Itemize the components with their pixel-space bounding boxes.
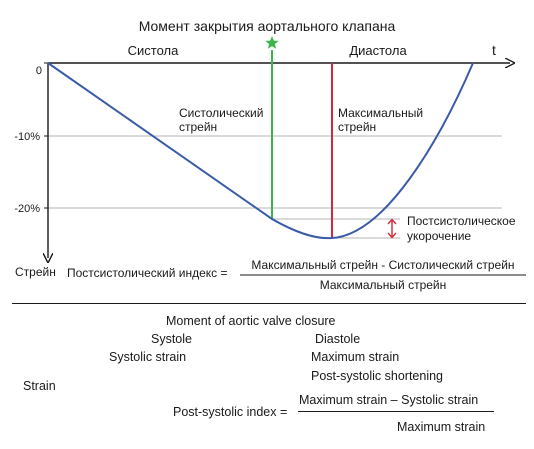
en-formula-fraction-bar [298,411,494,412]
en-title: Moment of aortic valve closure [166,314,336,328]
systole-label: Систола [128,43,179,58]
en-maximum-strain: Maximum strain [311,350,400,364]
post-systolic-index-label: Постсистолический индекс = [67,266,228,280]
star-icon [265,36,279,49]
tick-label-minus-10: -10% [14,131,40,143]
strain-diagram: Момент закрытия аортального клапана Сист… [14,18,526,292]
en-systole: Systole [151,332,192,346]
systolic-strain-label: Систолический стрейн [179,106,267,134]
en-strain: Strain [23,379,56,393]
en-index-label: Post-systolic index = [173,405,288,419]
section-divider [12,303,526,304]
formula-numerator: Максимальный стрейн - Систолический стре… [251,258,514,272]
post-systolic-shortening-label: Постсистолическое укорочение [407,214,519,243]
strain-curve [47,62,474,240]
en-formula-numerator: Maximum strain – Systolic strain [299,393,479,407]
diastole-label: Диастола [349,43,407,58]
diagram-title: Момент закрытия аортального клапана [139,18,396,34]
time-axis-label: t [492,42,496,58]
en-formula-denominator: Maximum strain [397,420,486,434]
en-diastole: Diastole [315,332,361,346]
en-post-systolic-shortening: Post-systolic shortening [311,369,444,383]
en-systolic-strain: Systolic strain [109,350,187,364]
tick-label-minus-20: -20% [14,203,40,215]
strain-axis-label: Стрейн [15,265,56,279]
shortening-arrow-icon [387,218,397,239]
maximum-strain-label: Максимальный стрейн [338,106,426,134]
tick-label-0: 0 [36,65,42,77]
formula-denominator: Максимальный стрейн [320,278,447,292]
